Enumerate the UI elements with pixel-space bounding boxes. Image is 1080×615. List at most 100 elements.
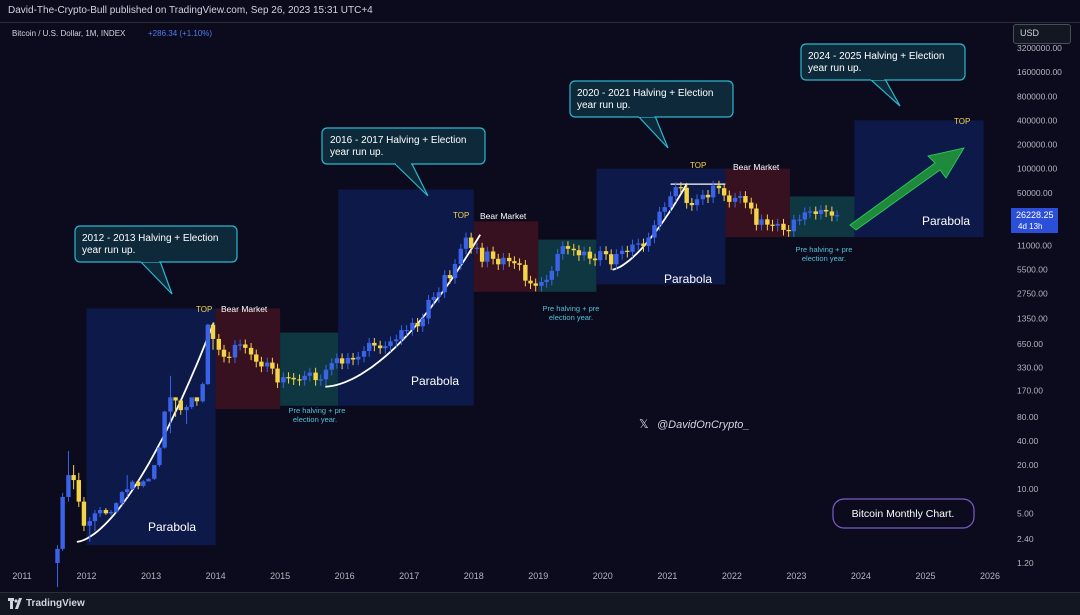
parabola-zone-1: [86, 308, 216, 546]
candle: [705, 189, 711, 204]
candle: [802, 207, 807, 226]
callout-4: 2024 - 2025 Halving + Election year run …: [800, 43, 966, 107]
candle: [334, 353, 340, 369]
candle: [458, 243, 464, 270]
y-tick-label: 2.40: [1017, 534, 1034, 544]
candle: [168, 375, 173, 434]
tradingview-logo-icon[interactable]: [8, 598, 22, 609]
candle: [372, 337, 377, 352]
x-tick-label: 2015: [270, 571, 290, 581]
candle: [210, 322, 216, 350]
x-tick-label: 2024: [851, 571, 871, 581]
candle: [291, 373, 296, 385]
countdown: 4d 13h: [1018, 222, 1042, 231]
candle: [71, 465, 76, 490]
candle: [415, 317, 420, 332]
candle: [297, 374, 302, 386]
candle: [356, 351, 361, 366]
x-tick-label: 2026: [980, 571, 1000, 581]
candle: [829, 206, 835, 222]
candle: [485, 246, 490, 268]
candle: [87, 516, 92, 542]
candle: [474, 242, 480, 254]
pre-label-3b: election year.: [802, 254, 846, 263]
candle: [55, 545, 60, 588]
candle: [496, 253, 501, 270]
candle: [436, 287, 442, 303]
candle: [243, 339, 248, 354]
candle: [684, 182, 689, 209]
y-axis[interactable]: 3200000.00 1600000.00 800000.00 400000.00 20…: [1017, 43, 1062, 568]
top-label-1: TOP: [196, 305, 212, 314]
x-tick-label: 2019: [528, 571, 548, 581]
callout-3: 2020 - 2021 Halving + Election year run …: [569, 80, 734, 149]
bear-label-3: Bear Market: [733, 162, 780, 172]
candle: [383, 341, 388, 354]
candle: [468, 232, 474, 254]
callout-3-line2: year run up.: [577, 100, 630, 111]
candle: [216, 334, 222, 356]
bear-label-1: Bear Market: [221, 304, 268, 314]
candle: [162, 410, 167, 449]
x-axis[interactable]: 2011 2012 2013 2014 2015 2016 2017 2018 2019 2020…: [12, 571, 1000, 581]
candle: [641, 238, 646, 252]
top-label-4: TOP: [954, 117, 970, 126]
candle: [786, 225, 791, 237]
candle: [646, 232, 651, 252]
callout-4-line2: year run up.: [808, 63, 861, 74]
y-tick-label: 5.00: [1017, 508, 1034, 518]
currency-button[interactable]: USD: [1013, 24, 1071, 44]
candle: [108, 510, 114, 516]
callout-2-line2: year run up.: [330, 147, 383, 158]
candle: [103, 508, 109, 515]
callout-1: 2012 - 2013 Halving + Election year run …: [74, 225, 238, 295]
annotation-zones: [86, 120, 984, 546]
candle: [759, 214, 764, 231]
candle: [329, 358, 334, 376]
candles: [55, 180, 840, 588]
parabola-label-1: Parabola: [148, 520, 196, 534]
candle: [732, 192, 738, 208]
prehalving-zone-1: [280, 332, 339, 406]
candle: [248, 343, 254, 361]
y-tick-label: 1600000.00: [1017, 67, 1062, 77]
candle: [361, 346, 367, 363]
candle: [114, 502, 119, 514]
candle: [76, 472, 81, 507]
parabola-curve-1: [76, 322, 215, 543]
candle: [512, 256, 517, 269]
candle: [539, 277, 544, 292]
watermark: 𝕏 @DavidOnCrypto_: [639, 417, 749, 431]
candle: [97, 506, 103, 517]
candle: [119, 490, 125, 506]
candle: [549, 266, 555, 286]
candle: [630, 239, 635, 258]
pre-label-2a: Pre halving + pre: [543, 304, 600, 313]
candle: [404, 325, 409, 336]
current-price: 26228.25: [1016, 210, 1054, 220]
candle: [528, 275, 533, 290]
publisher-text: David-The-Crypto-Bull published on Tradi…: [8, 5, 373, 16]
candle: [452, 259, 458, 284]
y-tick-label: 1.20: [1017, 558, 1034, 568]
candle: [479, 242, 485, 268]
candle: [259, 356, 264, 373]
candle: [523, 259, 528, 287]
candle: [700, 189, 706, 205]
y-tick-label: 200000.00: [1017, 140, 1057, 150]
footer-bar: TradingView: [0, 592, 1080, 615]
candle: [657, 206, 662, 231]
candle: [420, 313, 425, 332]
pre-label-3a: Pre halving + pre: [796, 245, 853, 254]
candle: [592, 253, 598, 266]
candle: [797, 214, 802, 226]
candle: [507, 253, 512, 267]
watermark-text: @DavidOnCrypto_: [657, 419, 749, 431]
bear-label-2: Bear Market: [480, 211, 527, 221]
candle: [92, 510, 98, 532]
candle: [237, 339, 243, 351]
parabola-label-4: Parabola: [922, 214, 970, 228]
candle: [377, 340, 383, 354]
candle: [668, 191, 673, 213]
